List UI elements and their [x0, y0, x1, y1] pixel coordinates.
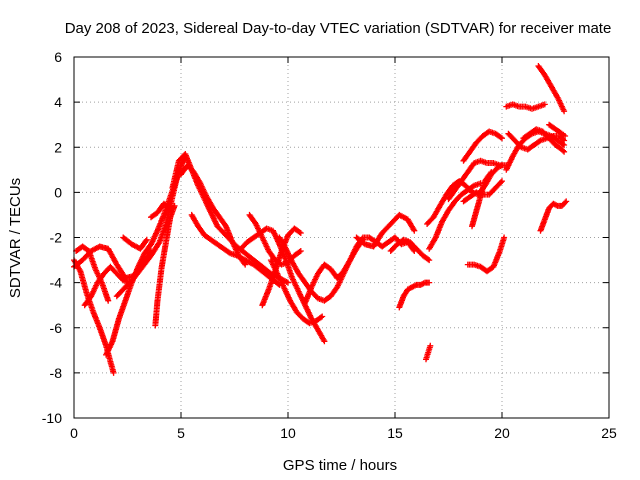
y-tick-label: -2: [50, 230, 63, 246]
series-track-36: [546, 121, 569, 139]
x-tick-label: 25: [601, 425, 617, 441]
x-tick-label: 20: [494, 425, 510, 441]
series-track-30: [503, 128, 568, 173]
data-points-track-36: [546, 121, 569, 139]
y-tick-label: -4: [50, 275, 63, 291]
data-points-track-31: [503, 101, 548, 112]
series-track-18: [302, 236, 366, 306]
series-track-19: [353, 211, 418, 250]
data-points-track-9: [148, 200, 174, 221]
series-track-35: [537, 198, 570, 234]
series-track-1: [71, 257, 117, 376]
data-points-track-32: [505, 130, 568, 153]
data-points-track-4: [81, 263, 133, 309]
series-track-33: [520, 126, 568, 155]
data-points-track-34: [535, 63, 568, 115]
data-points-track-7: [120, 234, 150, 252]
chart-title: Day 208 of 2023, Sidereal Day-to-day VTE…: [65, 20, 612, 37]
series-track-16: [267, 257, 326, 327]
series-track-28: [460, 128, 505, 164]
series-track-7: [120, 234, 150, 252]
x-tick-label: 5: [177, 425, 185, 441]
data-points-track-13: [237, 225, 328, 345]
x-axis-label: GPS time / hours: [283, 457, 397, 474]
data-points-track-21: [396, 279, 433, 311]
x-tick-label: 15: [387, 425, 403, 441]
y-tick-label: -10: [42, 410, 62, 426]
data-points-track-35: [537, 198, 570, 234]
y-tick-label: 6: [54, 49, 62, 65]
data-points-track-30: [503, 128, 568, 173]
data-points-track-1: [71, 257, 117, 376]
data-layer: [71, 63, 570, 376]
data-points-track-8: [152, 202, 178, 329]
data-points-track-25: [445, 157, 510, 203]
series-track-21: [396, 279, 433, 311]
data-points-track-28: [460, 128, 505, 164]
series-track-8: [152, 202, 178, 329]
data-points-track-22: [423, 342, 434, 363]
y-tick-label: 4: [54, 94, 62, 110]
data-points-track-29: [464, 234, 508, 275]
series-track-32: [505, 130, 568, 153]
data-points-track-18: [302, 236, 366, 306]
series-track-4: [81, 263, 133, 309]
y-tick-label: 2: [54, 139, 62, 155]
series-track-34: [535, 63, 568, 115]
data-points-track-33: [520, 126, 568, 155]
series-track-31: [503, 101, 548, 112]
series-track-27: [469, 169, 495, 230]
series-track-9: [148, 200, 174, 221]
data-points-track-19: [353, 211, 418, 250]
data-points-track-16: [267, 257, 326, 327]
series-track-20: [387, 236, 433, 264]
x-tick-label: 10: [280, 425, 296, 441]
series-track-25: [445, 157, 510, 203]
data-points-track-20: [387, 236, 433, 264]
y-axis-label: SDTVAR / TECUs: [7, 178, 24, 298]
tick-layer: 0 5 10 15 20 25 -10 -8 -6 -4 -2 0 2 4 6: [42, 49, 617, 441]
y-tick-label: 0: [54, 184, 62, 200]
series-track-24: [426, 180, 484, 252]
series-track-22: [423, 342, 434, 363]
series-track-13: [237, 225, 328, 345]
y-tick-label: -6: [50, 320, 63, 336]
y-tick-label: -8: [50, 365, 63, 381]
x-tick-label: 0: [70, 425, 78, 441]
data-points-track-12: [188, 211, 283, 288]
data-points-track-24: [426, 180, 484, 252]
plot-frame: [73, 56, 610, 419]
series-track-29: [464, 234, 508, 275]
data-points-track-27: [469, 169, 495, 230]
series-track-12: [188, 211, 283, 288]
